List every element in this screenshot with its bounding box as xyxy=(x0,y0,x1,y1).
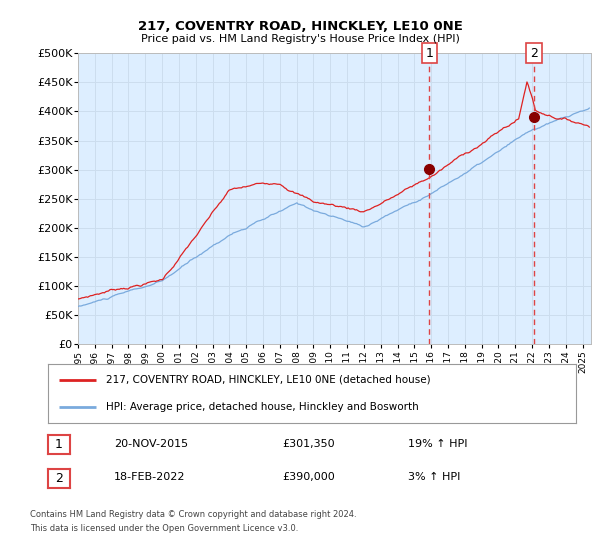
Text: Contains HM Land Registry data © Crown copyright and database right 2024.: Contains HM Land Registry data © Crown c… xyxy=(30,511,356,520)
Text: 18-FEB-2022: 18-FEB-2022 xyxy=(114,472,185,482)
Text: 1: 1 xyxy=(425,46,433,60)
Text: 19% ↑ HPI: 19% ↑ HPI xyxy=(408,438,467,449)
Text: £390,000: £390,000 xyxy=(282,472,335,482)
Text: 2: 2 xyxy=(530,46,538,60)
Text: 3% ↑ HPI: 3% ↑ HPI xyxy=(408,472,460,482)
Text: HPI: Average price, detached house, Hinckley and Bosworth: HPI: Average price, detached house, Hinc… xyxy=(106,402,419,412)
Text: This data is licensed under the Open Government Licence v3.0.: This data is licensed under the Open Gov… xyxy=(30,524,298,533)
Text: 217, COVENTRY ROAD, HINCKLEY, LE10 0NE: 217, COVENTRY ROAD, HINCKLEY, LE10 0NE xyxy=(137,20,463,33)
Text: 20-NOV-2015: 20-NOV-2015 xyxy=(114,438,188,449)
Text: Price paid vs. HM Land Registry's House Price Index (HPI): Price paid vs. HM Land Registry's House … xyxy=(140,34,460,44)
Bar xyxy=(430,53,534,344)
Text: 2: 2 xyxy=(55,472,63,485)
Text: 217, COVENTRY ROAD, HINCKLEY, LE10 0NE (detached house): 217, COVENTRY ROAD, HINCKLEY, LE10 0NE (… xyxy=(106,375,431,385)
Text: £301,350: £301,350 xyxy=(282,438,335,449)
Text: 1: 1 xyxy=(55,438,63,451)
